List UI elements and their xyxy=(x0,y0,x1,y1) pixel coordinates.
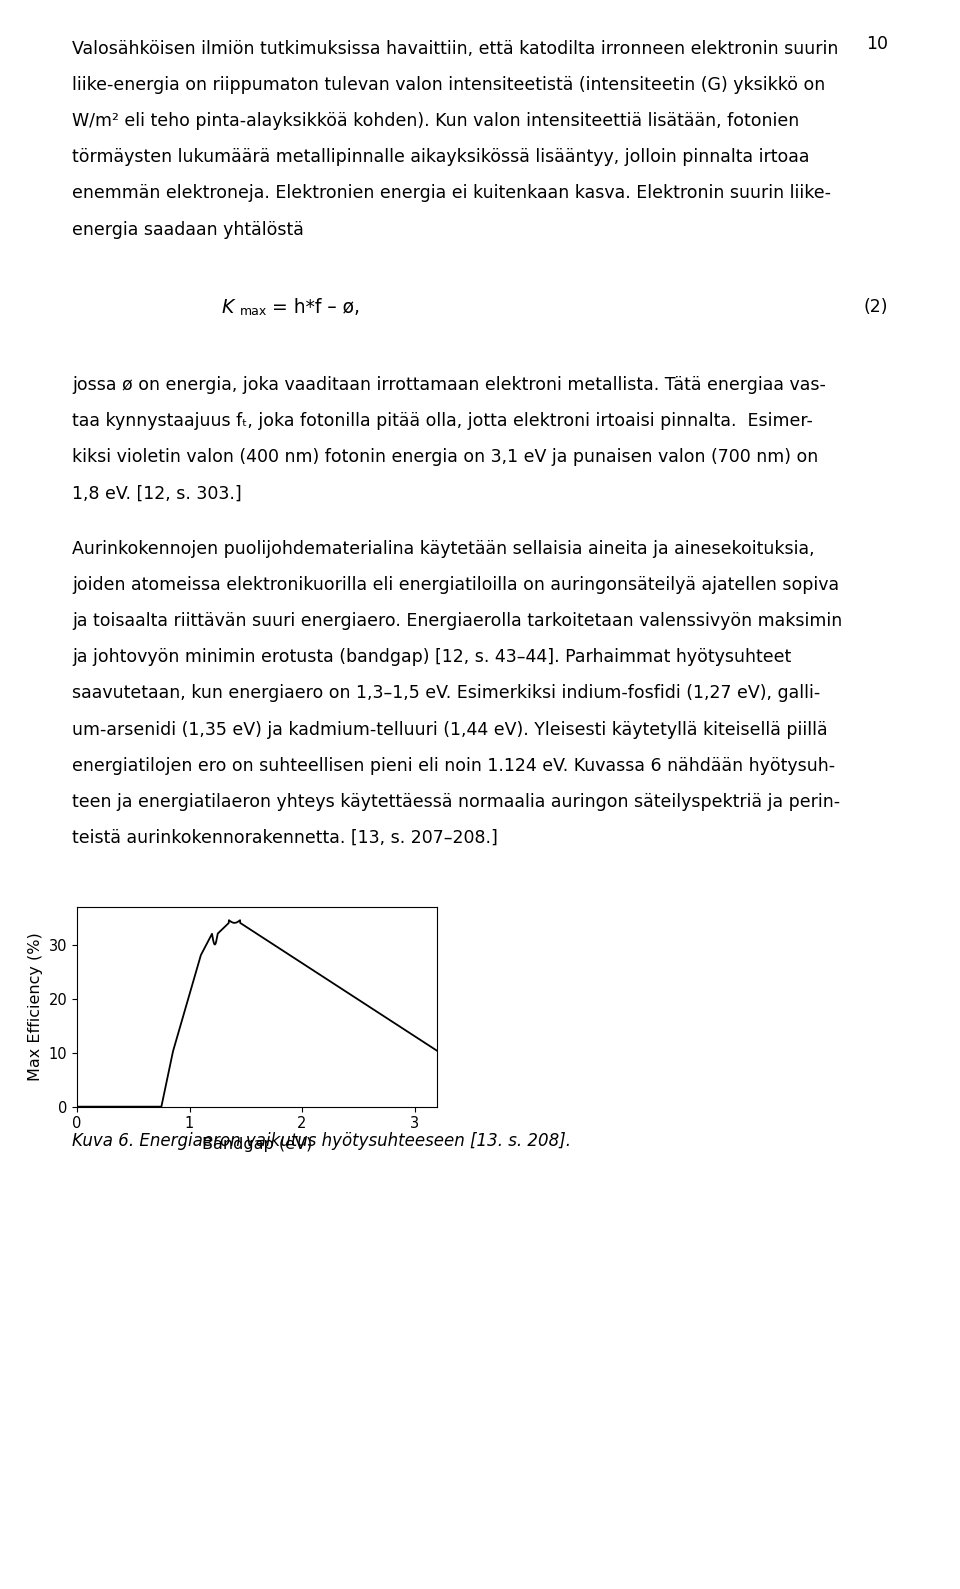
Text: 1,8 eV. [12, s. 303.]: 1,8 eV. [12, s. 303.] xyxy=(72,485,242,502)
Text: = h*f – ø,: = h*f – ø, xyxy=(272,299,360,318)
Text: (2): (2) xyxy=(863,299,888,316)
Text: kiksi violetin valon (400 nm) fotonin energia on 3,1 eV ja punaisen valon (700 n: kiksi violetin valon (400 nm) fotonin en… xyxy=(72,448,818,466)
Text: Aurinkokennojen puolijohdematerialina käytetään sellaisia aineita ja ainesekoitu: Aurinkokennojen puolijohdematerialina kä… xyxy=(72,540,815,558)
Text: ja johtovyön minimin erotusta (bandgap) [12, s. 43–44]. Parhaimmat hyötysuhteet: ja johtovyön minimin erotusta (bandgap) … xyxy=(72,648,791,666)
Text: K: K xyxy=(222,299,234,318)
Text: enemmän elektroneja. Elektronien energia ei kuitenkaan kasva. Elektronin suurin : enemmän elektroneja. Elektronien energia… xyxy=(72,184,831,202)
Text: Valosähköisen ilmiön tutkimuksissa havaittiin, että katodilta irronneen elektron: Valosähköisen ilmiön tutkimuksissa havai… xyxy=(72,40,838,59)
Text: energia saadaan yhtälöstä: energia saadaan yhtälöstä xyxy=(72,221,304,238)
Text: ja toisaalta riittävän suuri energiaero. Energiaerolla tarkoitetaan valenssivyön: ja toisaalta riittävän suuri energiaero.… xyxy=(72,612,842,631)
Text: max: max xyxy=(240,305,267,318)
X-axis label: Bandgap (eV): Bandgap (eV) xyxy=(202,1138,312,1152)
Y-axis label: Max Efficiency (%): Max Efficiency (%) xyxy=(28,933,43,1081)
Text: um-arsenidi (1,35 eV) ja kadmium-telluuri (1,44 eV). Yleisesti käytetyllä kiteis: um-arsenidi (1,35 eV) ja kadmium-telluur… xyxy=(72,720,828,739)
Text: jossa ø on energia, joka vaaditaan irrottamaan elektroni metallista. Tätä energi: jossa ø on energia, joka vaaditaan irrot… xyxy=(72,377,826,394)
Text: liike-energia on riippumaton tulevan valon intensiteetistä (intensiteetin (G) yk: liike-energia on riippumaton tulevan val… xyxy=(72,76,826,94)
Text: energiatilojen ero on suhteellisen pieni eli noin 1.124 eV. Kuvassa 6 nähdään hy: energiatilojen ero on suhteellisen pieni… xyxy=(72,756,835,775)
Text: teistä aurinkokennorakennetta. [13, s. 207–208.]: teistä aurinkokennorakennetta. [13, s. 2… xyxy=(72,829,498,847)
Text: 10: 10 xyxy=(866,35,888,52)
Text: teen ja energiatilaeron yhteys käytettäessä normaalia auringon säteilyspektriä j: teen ja energiatilaeron yhteys käytettäe… xyxy=(72,793,840,810)
Text: Kuva 6. Energiaeron vaikutus hyötysuhteeseen [13. s. 208].: Kuva 6. Energiaeron vaikutus hyötysuhtee… xyxy=(72,1131,571,1150)
Text: joiden atomeissa elektronikuorilla eli energiatiloilla on auringonsäteilyä ajate: joiden atomeissa elektronikuorilla eli e… xyxy=(72,577,839,594)
Text: W/m² eli teho pinta-alayksikköä kohden). Kun valon intensiteettiä lisätään, foto: W/m² eli teho pinta-alayksikköä kohden).… xyxy=(72,113,800,130)
Text: saavutetaan, kun energiaero on 1,3–1,5 eV. Esimerkiksi indium-fosfidi (1,27 eV),: saavutetaan, kun energiaero on 1,3–1,5 e… xyxy=(72,685,820,702)
Text: törmäysten lukumäärä metallipinnalle aikayksikössä lisääntyy, jolloin pinnalta i: törmäysten lukumäärä metallipinnalle aik… xyxy=(72,148,809,167)
Text: taa kynnystaajuus fₜ, joka fotonilla pitää olla, jotta elektroni irtoaisi pinnal: taa kynnystaajuus fₜ, joka fotonilla pit… xyxy=(72,412,813,431)
